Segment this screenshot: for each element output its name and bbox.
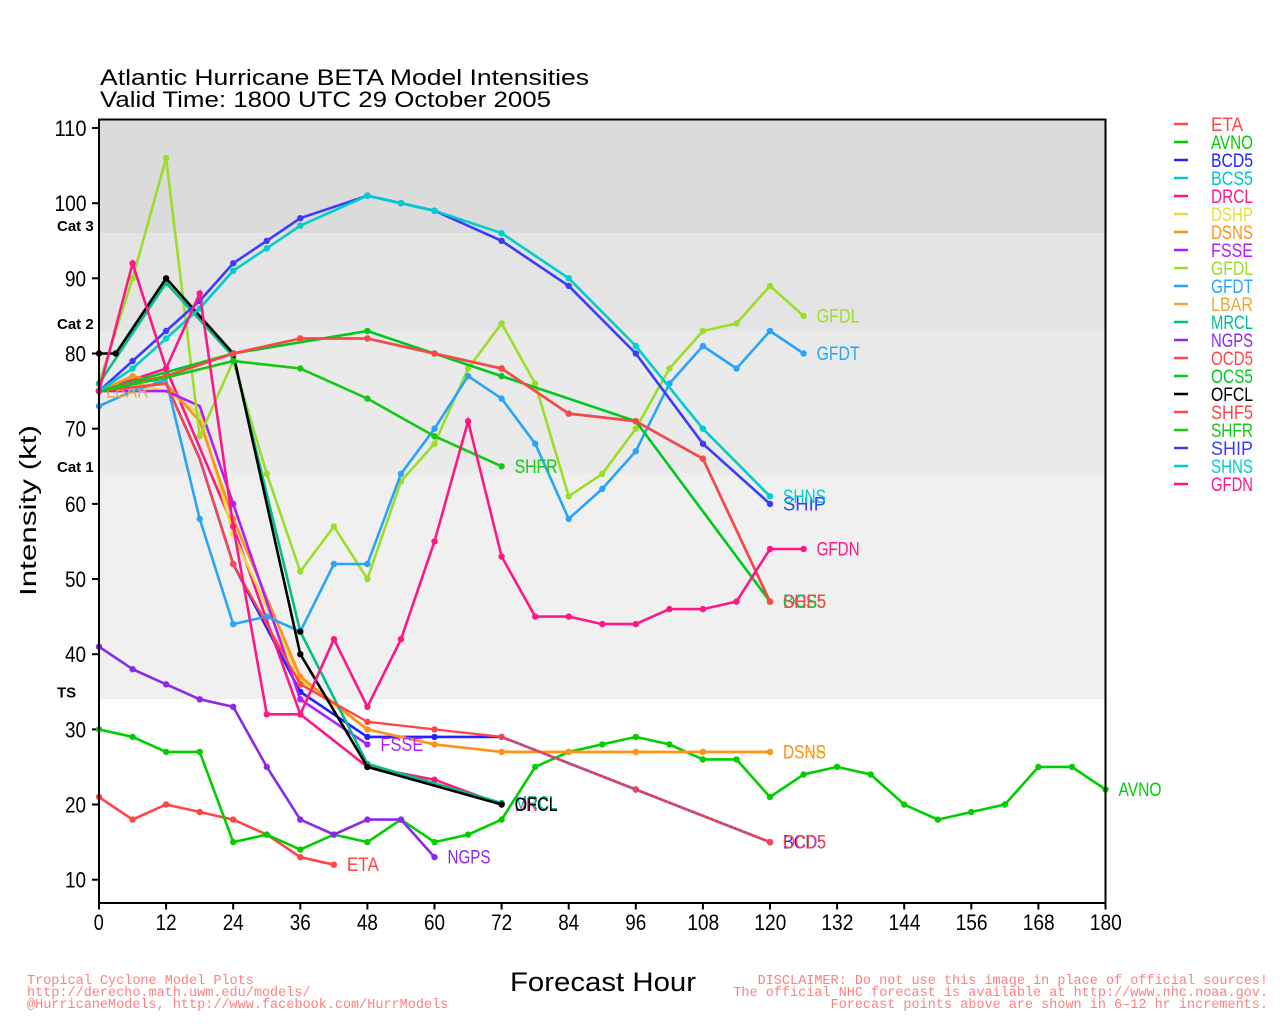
svg-text:BCS5: BCS5 <box>1211 169 1253 190</box>
svg-text:Cat 1: Cat 1 <box>57 459 94 476</box>
svg-text:DSHP: DSHP <box>1211 205 1253 226</box>
svg-text:Cat 3: Cat 3 <box>57 218 94 235</box>
svg-text:Tropical Cyclone Model Plots: Tropical Cyclone Model Plots <box>27 974 254 989</box>
svg-text:0: 0 <box>94 910 104 935</box>
svg-text:120: 120 <box>754 910 786 935</box>
svg-text:http://derecho.math.uwm.edu/mo: http://derecho.math.uwm.edu/models/ <box>27 986 311 1001</box>
svg-text:84: 84 <box>558 910 579 935</box>
svg-text:SHFR: SHFR <box>515 457 558 478</box>
svg-text:90: 90 <box>65 266 86 291</box>
svg-text:144: 144 <box>889 910 921 935</box>
svg-text:Cat 2: Cat 2 <box>57 316 94 333</box>
svg-text:70: 70 <box>65 417 86 442</box>
svg-text:TS: TS <box>57 684 76 701</box>
svg-text:168: 168 <box>1023 910 1055 935</box>
svg-text:ETA: ETA <box>347 855 379 876</box>
svg-text:OFCL: OFCL <box>1211 385 1253 406</box>
svg-text:MRCL: MRCL <box>515 794 558 815</box>
svg-text:FSSE: FSSE <box>1211 241 1253 262</box>
svg-text:BCD5: BCD5 <box>1211 151 1253 172</box>
svg-text:48: 48 <box>357 910 378 935</box>
svg-text:OFCL: OFCL <box>515 795 558 816</box>
svg-text:24: 24 <box>223 910 244 935</box>
svg-text:10: 10 <box>65 868 86 893</box>
svg-text:Valid Time: 1800 UTC 29 Octobe: Valid Time: 1800 UTC 29 October 2005 <box>100 87 551 112</box>
svg-text:LBAR: LBAR <box>1211 295 1253 316</box>
svg-text:110: 110 <box>55 116 87 141</box>
svg-text:ETA: ETA <box>1211 115 1243 136</box>
svg-text:SHF5: SHF5 <box>1211 403 1253 424</box>
svg-text:OCD5: OCD5 <box>783 833 826 854</box>
svg-text:Intensity (kt): Intensity (kt) <box>15 425 41 596</box>
svg-text:180: 180 <box>1090 910 1122 935</box>
svg-text:Forecast Hour: Forecast Hour <box>510 967 696 997</box>
svg-text:NGPS: NGPS <box>448 848 491 869</box>
svg-text:DSHP: DSHP <box>783 742 826 763</box>
svg-text:BCS5: BCS5 <box>783 592 826 613</box>
svg-text:30: 30 <box>65 717 86 742</box>
svg-text:OCS5: OCS5 <box>1211 367 1253 388</box>
svg-text:DRCL: DRCL <box>515 795 558 816</box>
svg-text:DSNS: DSNS <box>783 742 826 763</box>
svg-text:OCD5: OCD5 <box>1211 349 1253 370</box>
svg-text:80: 80 <box>65 342 86 367</box>
svg-text:GFDT: GFDT <box>817 344 860 365</box>
svg-text:156: 156 <box>956 910 988 935</box>
svg-text:DRCL: DRCL <box>1211 187 1253 208</box>
svg-text:GFDN: GFDN <box>817 540 860 561</box>
svg-text:Forecast points above are show: Forecast points above are shown in 6–12 … <box>831 998 1268 1013</box>
svg-text:GFDT: GFDT <box>1211 277 1253 298</box>
svg-text:@HurricaneModels, http://www.f: @HurricaneModels, http://www.facebook.co… <box>27 998 448 1013</box>
svg-text:108: 108 <box>687 910 719 935</box>
svg-text:AVNO: AVNO <box>1211 133 1253 154</box>
svg-text:SHF5: SHF5 <box>783 592 826 613</box>
svg-text:DISCLAIMER: Do not use this im: DISCLAIMER: Do not use this image in pla… <box>758 974 1268 989</box>
svg-text:MRCL: MRCL <box>1211 313 1253 334</box>
svg-text:NGPS: NGPS <box>1211 331 1253 352</box>
svg-text:GFDN: GFDN <box>1211 475 1253 496</box>
svg-text:36: 36 <box>290 910 311 935</box>
svg-text:The official NHC forecast is a: The official NHC forecast is available a… <box>733 986 1268 1001</box>
svg-text:DSNS: DSNS <box>1211 223 1253 244</box>
svg-text:GFDL: GFDL <box>817 306 860 327</box>
svg-text:60: 60 <box>65 492 86 517</box>
svg-text:BCD5: BCD5 <box>783 833 826 854</box>
svg-text:100: 100 <box>55 191 87 216</box>
svg-text:50: 50 <box>65 567 86 592</box>
svg-text:72: 72 <box>491 910 512 935</box>
svg-text:OCS5: OCS5 <box>783 592 826 613</box>
svg-text:AVNO: AVNO <box>1119 780 1162 801</box>
svg-text:12: 12 <box>156 910 177 935</box>
svg-text:SHIP: SHIP <box>1211 439 1253 460</box>
svg-text:96: 96 <box>625 910 646 935</box>
svg-text:20: 20 <box>65 793 86 818</box>
svg-text:SHFR: SHFR <box>1211 421 1253 442</box>
svg-text:60: 60 <box>424 910 445 935</box>
svg-text:132: 132 <box>821 910 853 935</box>
svg-text:SHNS: SHNS <box>1211 457 1253 478</box>
svg-text:FSSE: FSSE <box>380 735 423 756</box>
svg-text:40: 40 <box>65 642 86 667</box>
svg-text:SHIP: SHIP <box>783 494 826 515</box>
svg-text:Atlantic Hurricane BETA Model: Atlantic Hurricane BETA Model Intensitie… <box>100 65 589 90</box>
svg-text:SHNS: SHNS <box>783 487 826 508</box>
svg-text:GFDL: GFDL <box>1211 259 1253 280</box>
